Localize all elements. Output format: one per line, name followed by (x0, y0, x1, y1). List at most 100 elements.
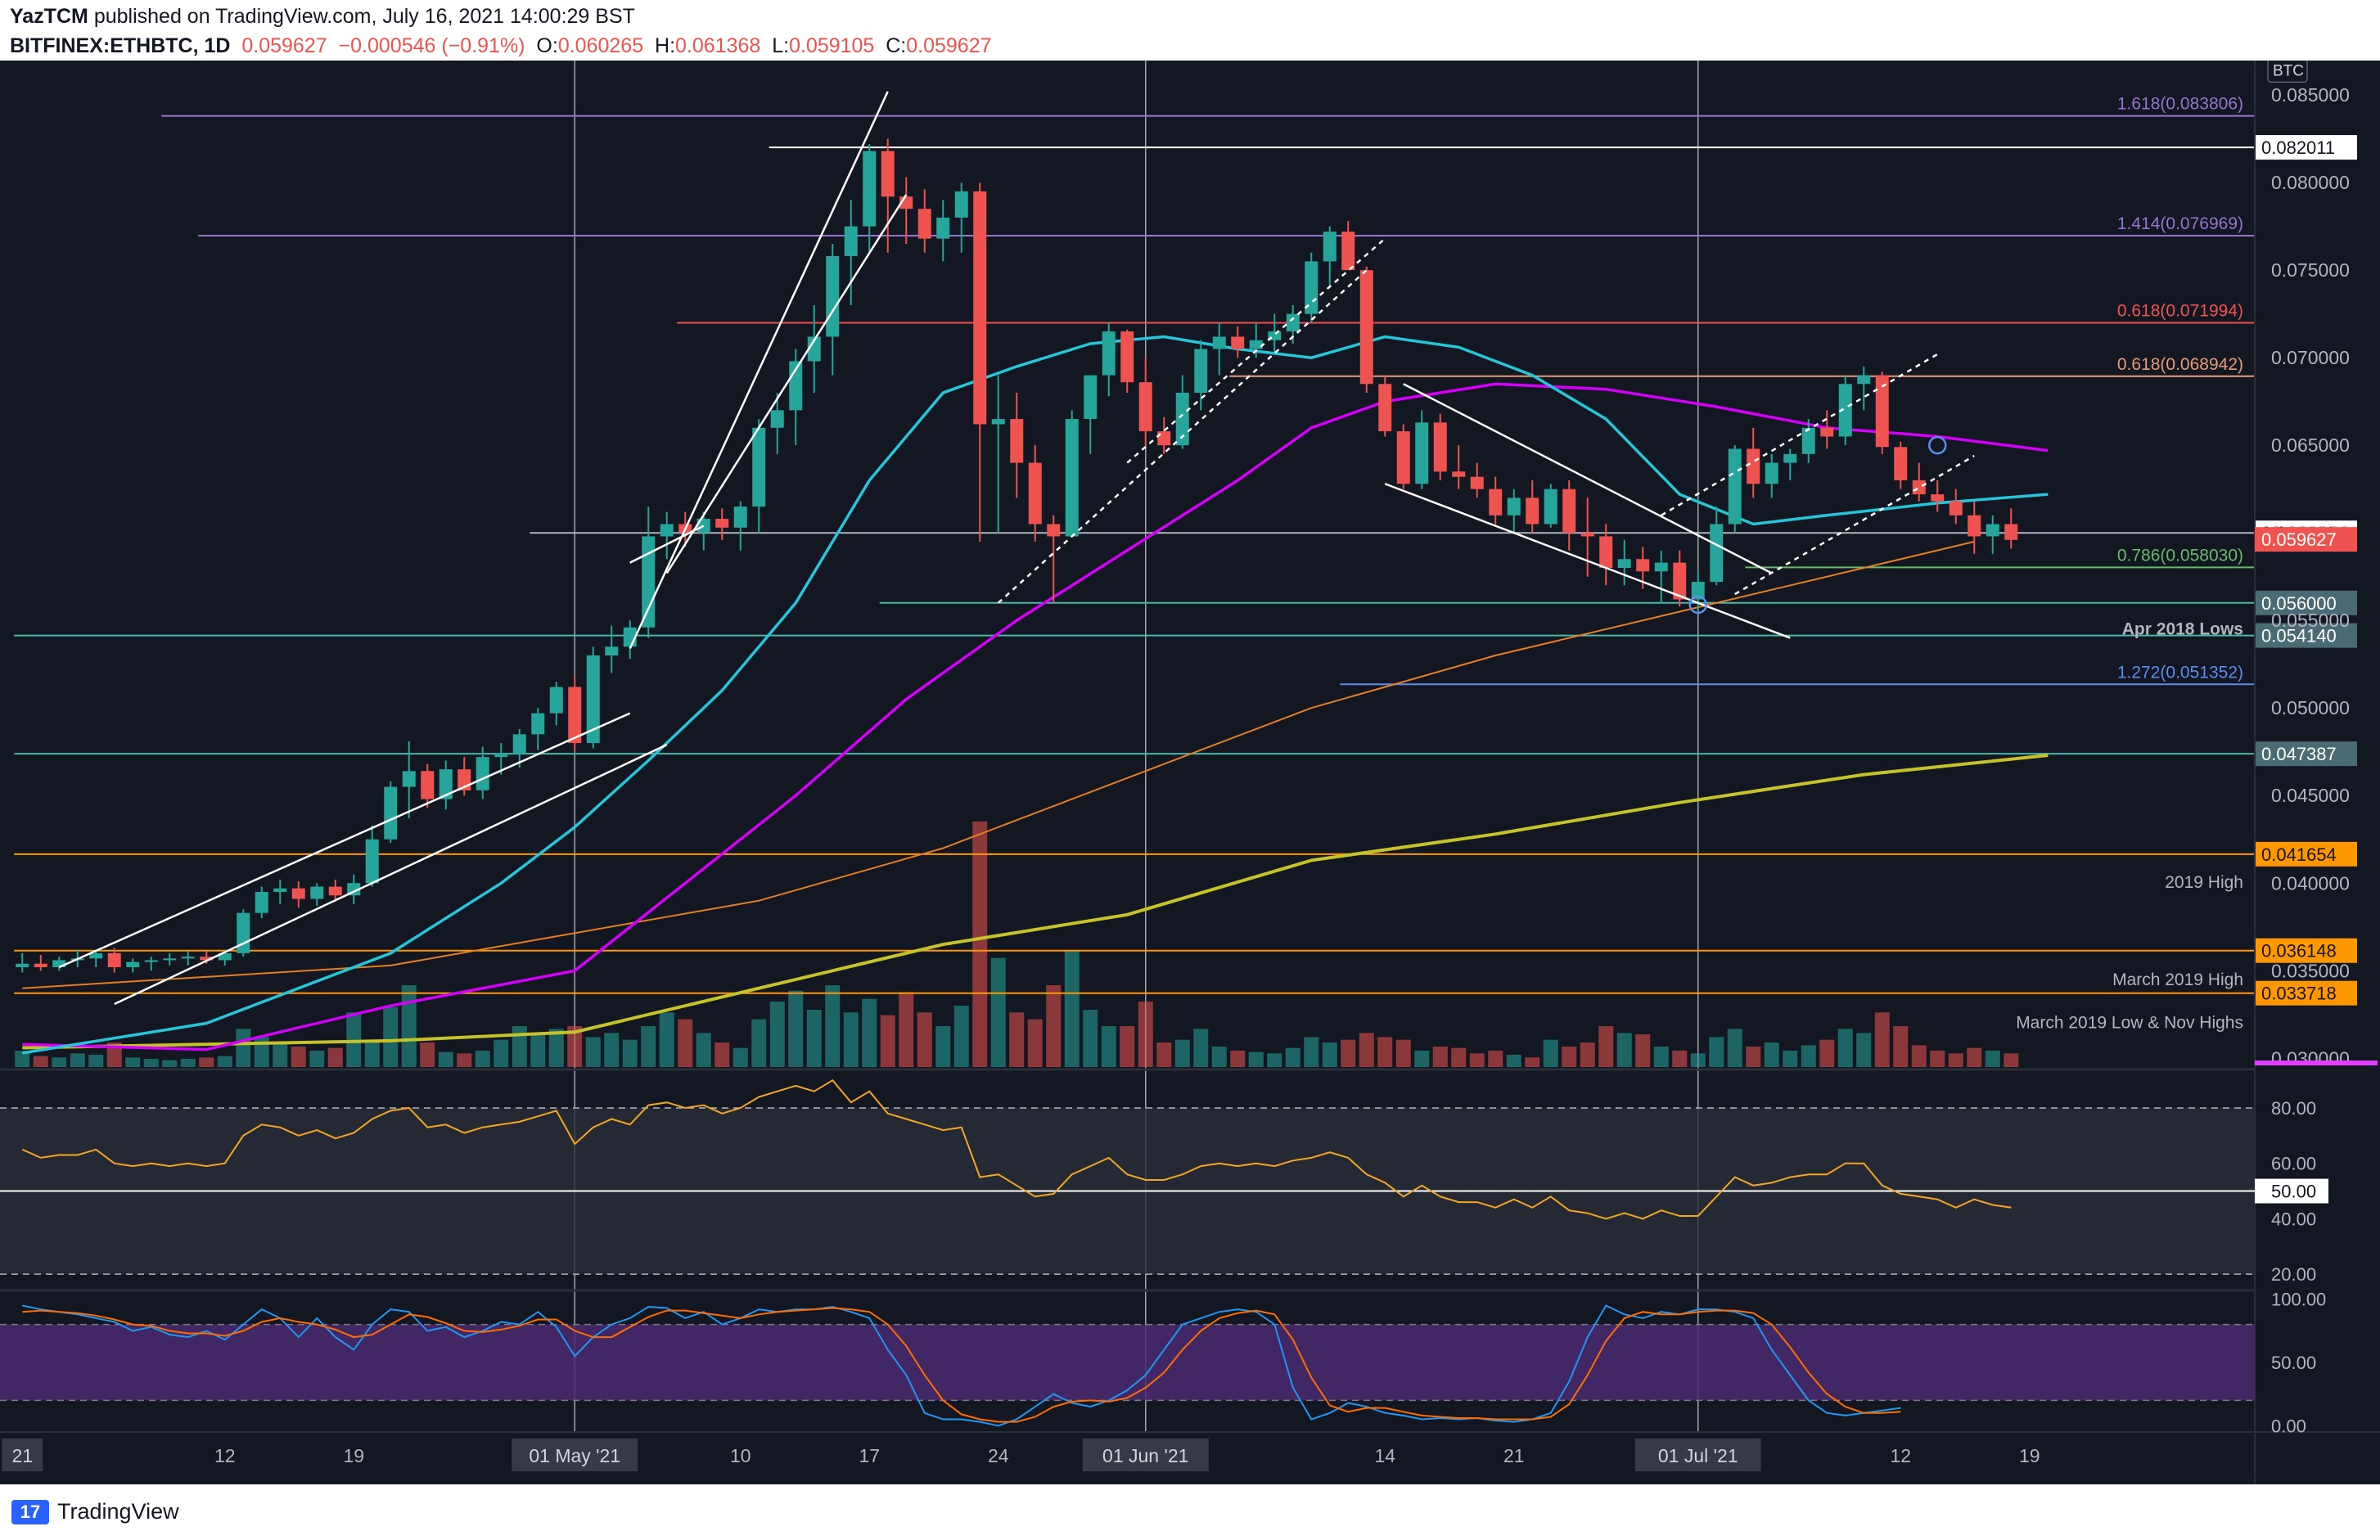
candle[interactable] (549, 682, 563, 726)
candle[interactable] (531, 708, 545, 750)
candle[interactable] (1212, 322, 1226, 376)
candle[interactable] (586, 646, 600, 749)
time-axis[interactable]: 21 12 19 01 May '21 10 17 24 01 Jun '21 14 21 01 J… (2, 1439, 2040, 1471)
channel-line[interactable] (665, 194, 908, 574)
candle[interactable] (844, 200, 858, 305)
candle[interactable] (936, 200, 950, 262)
candle[interactable] (863, 144, 877, 253)
candle[interactable] (328, 879, 342, 901)
candle[interactable] (696, 511, 710, 551)
candle[interactable] (1084, 375, 1098, 454)
chart-canvas[interactable]: 1.618(0.083806) 0.082011 1.414(0.076969) 0.… (0, 61, 2380, 1484)
candle[interactable] (181, 951, 195, 966)
candle[interactable] (1580, 498, 1594, 577)
candle[interactable] (973, 182, 987, 542)
symbol-label[interactable]: BITFINEX:ETHBTC, 1D (10, 34, 231, 57)
candle[interactable] (1231, 326, 1245, 358)
candle[interactable] (1912, 462, 1926, 502)
candle[interactable] (1673, 550, 1687, 607)
candle[interactable] (402, 741, 416, 819)
candle[interactable] (1986, 515, 1999, 554)
candle[interactable] (1857, 366, 1871, 411)
candle[interactable] (384, 781, 398, 844)
candle[interactable] (126, 958, 140, 973)
channel-line[interactable] (629, 91, 889, 649)
channel-line-dashed[interactable] (997, 269, 1368, 604)
candle[interactable] (660, 511, 674, 560)
candle[interactable] (237, 909, 250, 957)
stoch-pane[interactable]: 100.00 50.00 0.00 (0, 1290, 2326, 1437)
candle[interactable] (2004, 508, 2018, 549)
candle[interactable] (1452, 445, 1466, 489)
tradingview-brand[interactable]: 17 TradingView (11, 1499, 179, 1524)
candle[interactable] (1341, 221, 1355, 271)
price-pane[interactable]: 1.618(0.083806) 0.082011 1.414(0.076969) 0.… (14, 61, 2357, 1432)
channel-line-dashed[interactable] (1661, 353, 1938, 516)
candle[interactable] (917, 189, 931, 253)
candle[interactable] (1617, 539, 1631, 586)
candle[interactable] (144, 957, 158, 971)
candle[interactable] (1820, 410, 1834, 449)
candle[interactable] (1010, 392, 1024, 498)
candle[interactable] (273, 879, 287, 904)
candle[interactable] (1894, 441, 1908, 489)
candle[interactable] (1801, 419, 1815, 463)
candle[interactable] (1710, 507, 1724, 586)
chart-area[interactable]: 1.618(0.083806) 0.082011 1.414(0.076969) 0.… (0, 61, 2380, 1484)
candle[interactable] (733, 501, 747, 551)
candle[interactable] (421, 763, 435, 808)
candle[interactable] (365, 825, 379, 887)
candle[interactable] (1323, 226, 1336, 288)
channel-line[interactable] (629, 525, 705, 564)
candle[interactable] (807, 304, 821, 393)
candle[interactable] (1931, 480, 1945, 512)
candle[interactable] (1415, 410, 1429, 489)
candle[interactable] (1728, 445, 1742, 534)
candle[interactable] (1047, 515, 1061, 603)
channel-line[interactable] (1384, 483, 1791, 639)
channel-line[interactable] (58, 712, 631, 969)
candle[interactable] (163, 952, 177, 966)
candle[interactable] (881, 138, 895, 253)
candle[interactable] (1949, 489, 1963, 525)
candle[interactable] (954, 182, 968, 253)
candle[interactable] (1507, 489, 1521, 534)
candle[interactable] (1783, 448, 1797, 480)
rsi-pane[interactable]: 80.00 60.00 50.00 40.00 20.00 (0, 1078, 2328, 1285)
candle[interactable] (494, 743, 508, 775)
candle[interactable] (1765, 453, 1778, 498)
candle[interactable] (991, 375, 1005, 534)
candle[interactable] (1268, 313, 1282, 353)
candle[interactable] (512, 728, 526, 768)
candle[interactable] (52, 957, 66, 971)
candle[interactable] (34, 955, 47, 971)
candle[interactable] (89, 949, 103, 967)
candle[interactable] (715, 508, 729, 540)
channel-line-dashed[interactable] (1126, 237, 1386, 464)
candle[interactable] (1747, 427, 1760, 498)
candle[interactable] (1359, 266, 1373, 393)
channel-line-dashed[interactable] (1734, 454, 1975, 596)
candle[interactable] (1194, 340, 1208, 411)
candle[interactable] (291, 881, 305, 908)
candle[interactable] (1120, 329, 1134, 393)
candle[interactable] (642, 507, 656, 638)
channel-line[interactable] (1403, 383, 1773, 574)
candle[interactable] (1544, 484, 1557, 528)
candle[interactable] (1691, 571, 1705, 612)
candle[interactable] (310, 883, 324, 907)
candle[interactable] (476, 746, 489, 799)
candle[interactable] (255, 886, 268, 919)
candle[interactable] (1305, 252, 1318, 323)
candle[interactable] (1968, 501, 1981, 554)
candle[interactable] (16, 952, 29, 973)
candle[interactable] (107, 948, 121, 973)
candle[interactable] (1138, 358, 1152, 446)
publisher-name[interactable]: YazTCM (10, 5, 88, 28)
candle[interactable] (1838, 375, 1852, 446)
candle[interactable] (605, 625, 619, 673)
candle[interactable] (1875, 371, 1889, 454)
candle[interactable] (1065, 410, 1079, 537)
candle[interactable] (1562, 480, 1576, 551)
candle[interactable] (770, 392, 784, 454)
